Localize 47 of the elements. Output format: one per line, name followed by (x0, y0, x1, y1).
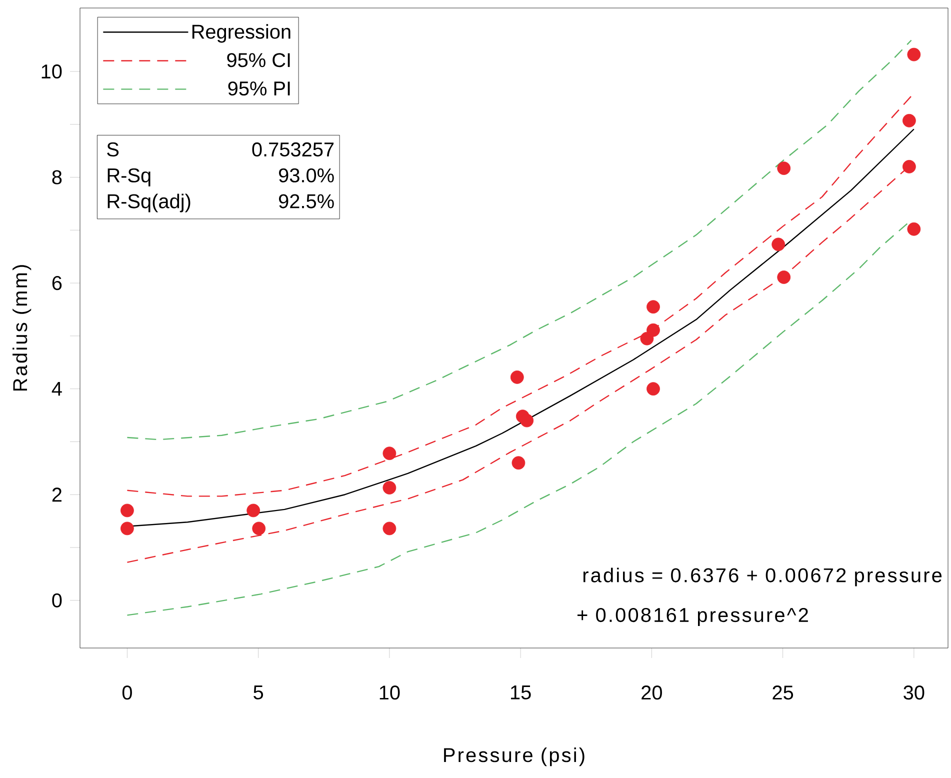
x-tick-label: 0 (122, 686, 132, 700)
y-axis-title: Radius (mm) (12, 265, 32, 391)
y-tick-label: 0 (52, 593, 62, 608)
point (246, 504, 260, 518)
annotation: S (107, 142, 119, 157)
point (907, 222, 921, 236)
point (120, 504, 134, 518)
x-tick-label: 30 (904, 686, 924, 700)
x-tick-label: 15 (510, 686, 531, 700)
point (646, 300, 660, 314)
y-tick-label: 2 (52, 488, 62, 502)
y-tick-label: 10 (42, 64, 62, 79)
x-tick-label: 5 (254, 686, 264, 700)
point (772, 238, 786, 252)
point (382, 446, 396, 460)
annotation: R-Sq (108, 168, 150, 186)
point (512, 456, 526, 470)
legend-label: 95% PI (228, 81, 290, 96)
y-tick-label: 8 (52, 170, 62, 184)
legend-label: Regression (192, 24, 290, 43)
point (120, 522, 134, 536)
x-tick-label: 20 (642, 686, 662, 700)
annotation: R-Sq(adj) (108, 194, 190, 212)
x-tick-label: 10 (380, 686, 400, 700)
point (510, 370, 524, 384)
point (520, 414, 534, 428)
point (382, 522, 396, 536)
point (640, 332, 654, 346)
annotation: 93.0% (279, 168, 334, 182)
point (907, 48, 921, 62)
point (646, 382, 660, 396)
point (252, 522, 266, 536)
annotation: 92.5% (279, 194, 334, 208)
point (902, 114, 916, 128)
annotation: 0.753257 (252, 142, 334, 157)
point (777, 270, 791, 284)
y-tick-label: 6 (52, 276, 62, 290)
y-tick-label: 4 (52, 382, 62, 396)
point (382, 481, 396, 494)
x-axis-title: Pressure (psi) (444, 748, 584, 766)
annotation: radius = 0.6376 + 0.00672 pressure (583, 568, 942, 586)
legend-label: 95% CI (227, 53, 290, 68)
point (646, 323, 660, 337)
point (902, 160, 916, 174)
point (777, 162, 791, 175)
annotation: + 0.008161 pressure^2 (577, 608, 808, 626)
x-tick-label: 25 (772, 686, 794, 700)
